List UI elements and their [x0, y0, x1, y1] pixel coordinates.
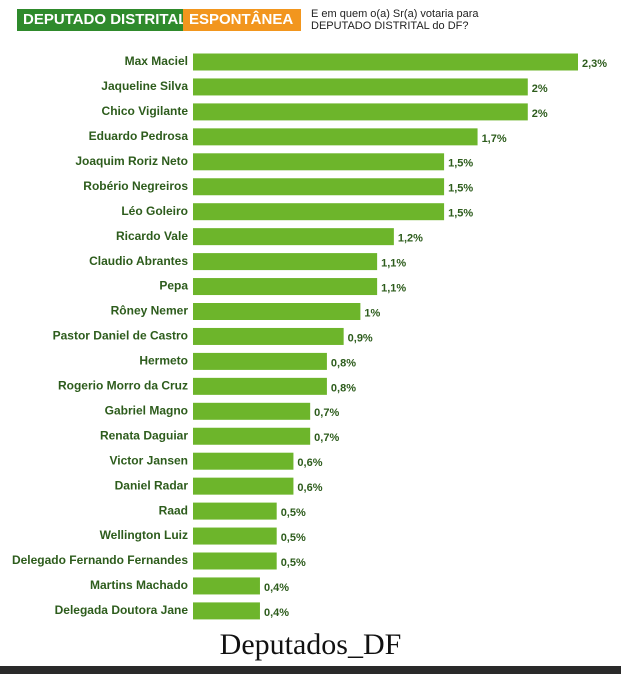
bar [193, 427, 311, 445]
value-label: 0,8% [331, 357, 356, 369]
bar [193, 352, 327, 370]
value-label: 1,5% [448, 208, 473, 220]
category-label: Hermeto [139, 354, 188, 368]
bar [193, 377, 327, 395]
bar [193, 577, 260, 595]
bar [193, 178, 445, 196]
value-label: 0,7% [314, 432, 339, 444]
category-label: Léo Goleiro [121, 204, 188, 218]
value-label: 1% [364, 307, 380, 319]
value-label: 0,9% [348, 332, 373, 344]
value-label: 0,4% [264, 582, 289, 594]
category-label: Wellington Luiz [100, 528, 188, 542]
value-label: 1,2% [398, 233, 423, 245]
value-label: 2% [532, 83, 548, 95]
category-label: Victor Jansen [110, 453, 188, 467]
bar [193, 303, 361, 320]
value-label: 0,5% [281, 532, 306, 544]
value-label: 1,1% [381, 258, 406, 270]
bar [193, 552, 277, 570]
bar [193, 527, 277, 545]
category-label: Raad [159, 503, 188, 517]
category-label: Delegado Fernando Fernandes [12, 553, 188, 567]
value-label: 1,5% [448, 183, 473, 195]
category-label: Ricardo Vale [116, 229, 188, 243]
value-label: 1,7% [482, 133, 507, 145]
bar [193, 128, 478, 146]
category-label: Max Maciel [125, 54, 188, 68]
category-label: Rogerio Morro da Cruz [58, 379, 188, 393]
bar [193, 402, 311, 420]
bar [193, 477, 294, 495]
bar [193, 452, 294, 470]
bar [193, 103, 528, 121]
value-label: 0,7% [314, 407, 339, 419]
bar [193, 327, 344, 345]
category-label: Robério Negreiros [83, 179, 188, 193]
value-label: 0,8% [331, 382, 356, 394]
bar [193, 278, 378, 296]
category-label: Gabriel Magno [105, 403, 188, 417]
chart: Max Maciel 2,3% Jaqueline Silva 2% Chico Vig… [12, 53, 607, 620]
value-label: 2% [532, 108, 548, 120]
category-label: Chico Vigilante [102, 104, 189, 118]
watermark: Deputados_DF [219, 628, 402, 661]
bar [193, 602, 260, 620]
value-label: 0,6% [297, 457, 322, 469]
value-label: 0,4% [264, 607, 289, 619]
value-label: 1,5% [448, 158, 473, 170]
value-label: 0,5% [281, 557, 306, 569]
category-label: Rôney Nemer [111, 304, 189, 318]
category-label: Jaqueline Silva [101, 79, 188, 93]
bar [193, 78, 528, 96]
category-label: Delegada Doutora Jane [55, 603, 189, 617]
category-label: Martins Machado [90, 578, 188, 592]
value-label: 0,6% [297, 482, 322, 494]
bar [193, 253, 378, 271]
bar [193, 53, 578, 71]
bar [193, 502, 277, 520]
bar [193, 203, 445, 221]
category-label: Pastor Daniel de Castro [53, 329, 188, 343]
value-label: 2,3% [582, 58, 607, 70]
question: E em quem o(a) Sr(a) votaria para DEPUTA… [311, 8, 479, 32]
category-label: Eduardo Pedrosa [89, 129, 189, 143]
category-label: Claudio Abrantes [89, 254, 188, 268]
category-label: Pepa [159, 279, 188, 293]
value-label: 0,5% [281, 507, 306, 519]
type-tag: ESPONTÂNEA [183, 9, 301, 31]
bottom-band [0, 666, 621, 674]
bar [193, 153, 445, 171]
value-label: 1,1% [381, 282, 406, 294]
bar [193, 228, 394, 246]
category-label: Joaquim Roriz Neto [75, 154, 188, 168]
category-label: Daniel Radar [115, 478, 189, 492]
title-tag: DEPUTADO DISTRITAL [17, 9, 187, 31]
category-label: Renata Daguiar [100, 428, 188, 442]
